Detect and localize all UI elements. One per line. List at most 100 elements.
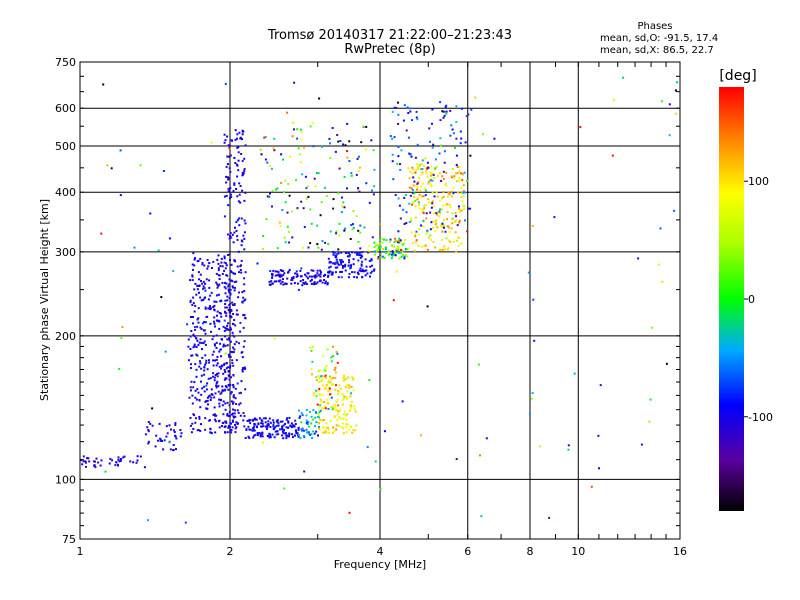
data-point (443, 114, 446, 117)
data-point (358, 251, 361, 254)
data-point (206, 315, 209, 318)
data-point (224, 287, 227, 290)
data-point (328, 386, 331, 389)
data-point (133, 246, 136, 249)
data-point (416, 143, 419, 146)
data-point (405, 211, 408, 214)
data-point (336, 361, 339, 364)
data-point (439, 137, 442, 140)
data-point (228, 297, 231, 299)
data-point (427, 236, 430, 239)
data-point (212, 372, 215, 375)
data-point (370, 139, 373, 142)
data-point (216, 283, 219, 286)
data-point (212, 375, 214, 378)
data-point (282, 158, 284, 161)
data-point (567, 448, 570, 451)
data-point (302, 279, 305, 281)
data-point (422, 219, 425, 222)
data-point (400, 251, 403, 254)
data-point (204, 282, 207, 285)
data-point (297, 288, 300, 291)
data-point (675, 112, 678, 115)
data-point (421, 173, 424, 176)
data-point (190, 316, 192, 318)
data-point (239, 201, 242, 204)
data-point (439, 199, 442, 202)
data-point (350, 392, 353, 395)
data-point (412, 189, 414, 191)
data-point (230, 315, 233, 318)
data-point (215, 386, 218, 389)
data-point (311, 437, 314, 440)
data-point (285, 437, 288, 440)
data-point (345, 414, 348, 417)
data-point (322, 419, 325, 421)
data-point (86, 457, 89, 460)
data-point (192, 413, 195, 416)
data-point (400, 249, 403, 251)
data-point (289, 155, 292, 158)
data-point (269, 421, 272, 424)
data-point (447, 239, 450, 242)
data-point (241, 356, 244, 359)
data-point (395, 107, 398, 109)
data-point (353, 408, 356, 410)
data-point (229, 170, 232, 173)
data-point (236, 195, 239, 198)
data-point (328, 271, 331, 274)
data-point (243, 170, 246, 173)
data-point (333, 430, 336, 433)
data-point (348, 409, 351, 412)
data-point (264, 417, 267, 420)
data-point (321, 378, 324, 381)
data-point (350, 266, 352, 269)
data-point (438, 172, 441, 175)
data-point (227, 178, 230, 181)
data-point (640, 443, 643, 446)
data-point (287, 421, 290, 424)
data-point (377, 256, 380, 258)
data-point (299, 269, 302, 272)
data-point (369, 275, 371, 278)
data-point (172, 448, 175, 451)
data-point (223, 362, 226, 365)
data-point (342, 427, 345, 430)
data-point (193, 310, 196, 313)
data-point (307, 195, 310, 198)
data-point (309, 346, 312, 349)
data-point (359, 256, 362, 259)
data-point (120, 337, 123, 339)
data-point (232, 396, 235, 399)
data-point (215, 358, 218, 361)
data-point (154, 445, 157, 448)
data-point (248, 428, 251, 431)
data-point (416, 188, 418, 191)
data-point (240, 244, 243, 247)
data-point (194, 282, 197, 285)
data-point (340, 259, 343, 262)
data-point (202, 285, 205, 288)
data-point (283, 272, 286, 275)
data-point (385, 252, 388, 254)
data-point (229, 364, 232, 367)
data-point (404, 239, 406, 241)
data-point (346, 413, 349, 416)
data-point (429, 174, 432, 177)
data-point (407, 167, 410, 170)
data-point (195, 346, 198, 348)
data-point (650, 326, 653, 329)
data-point (119, 149, 122, 152)
data-point (277, 271, 280, 274)
data-point (236, 133, 239, 136)
data-point (276, 419, 279, 422)
data-point (391, 137, 394, 140)
data-point (296, 207, 299, 209)
data-point (381, 255, 384, 258)
data-point (237, 296, 240, 299)
data-point (160, 296, 163, 299)
data-point (123, 455, 126, 458)
data-point (302, 435, 305, 437)
data-point (460, 209, 463, 212)
data-point (341, 205, 344, 208)
